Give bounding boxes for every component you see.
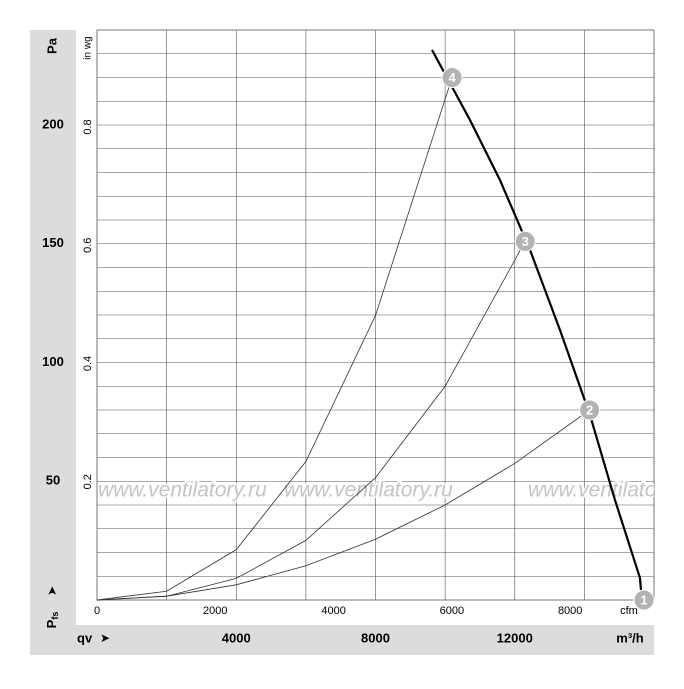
curves: 1 2 3 4 [96,49,655,611]
operating-point-label: 2 [586,402,593,417]
y2-tick-label: 0.2 [82,474,94,489]
operating-point [514,230,536,252]
x2-tick-label: 8000 [558,605,582,617]
watermark: www.ventilatory.ru [98,479,267,502]
y-symbol: Pfs [44,612,60,629]
operating-point-label: 4 [448,70,456,85]
x2-tick-label: 2000 [203,605,227,617]
curve [96,77,453,601]
y-tick-label: 200 [42,116,64,131]
x-axis-label: m³/h [616,630,644,645]
x-axis-band [30,625,654,655]
y-symbol-main: P [44,619,59,628]
y2-tick-label: 0.4 [82,356,94,371]
x-tick-label: 8000 [361,630,390,645]
y-axis-band [30,30,76,625]
operating-point-label: 1 [640,592,647,607]
y-symbol-sub: fs [50,612,60,620]
x-tick-label: 4000 [222,630,251,645]
y-arrow: ➤ [45,586,59,596]
x-symbol: qv [77,630,93,645]
curve [96,409,590,601]
y-tick-label: 50 [46,473,60,488]
curve [431,49,643,591]
operating-point [441,67,463,88]
operating-point [579,399,601,421]
x-tick-label: 12000 [497,630,533,645]
operating-point [633,589,655,611]
y-tick-label: 150 [42,235,64,250]
y-axis-label: Pa [44,37,59,54]
y-tick-label: 100 [42,354,64,369]
watermark: www.ventilatory.ru [528,479,684,502]
operating-point-label: 3 [522,234,529,249]
watermarks: www.ventilatory.ru www.ventilatory.ru ww… [97,477,684,503]
y2-tick-label: 0.8 [82,119,94,134]
x2-tick-label: 4000 [321,605,345,617]
watermark: www.ventilatory.ru [284,479,453,502]
x2-tick-label: 6000 [440,605,464,617]
x2-tick-label: 0 [94,605,100,617]
plot-frame [96,29,655,601]
y2-axis-label: in wg [83,36,94,59]
y2-tick-label: 0.6 [82,238,94,253]
x2-axis-label: cfm [620,605,638,617]
x-arrow: ➤ [100,631,110,645]
